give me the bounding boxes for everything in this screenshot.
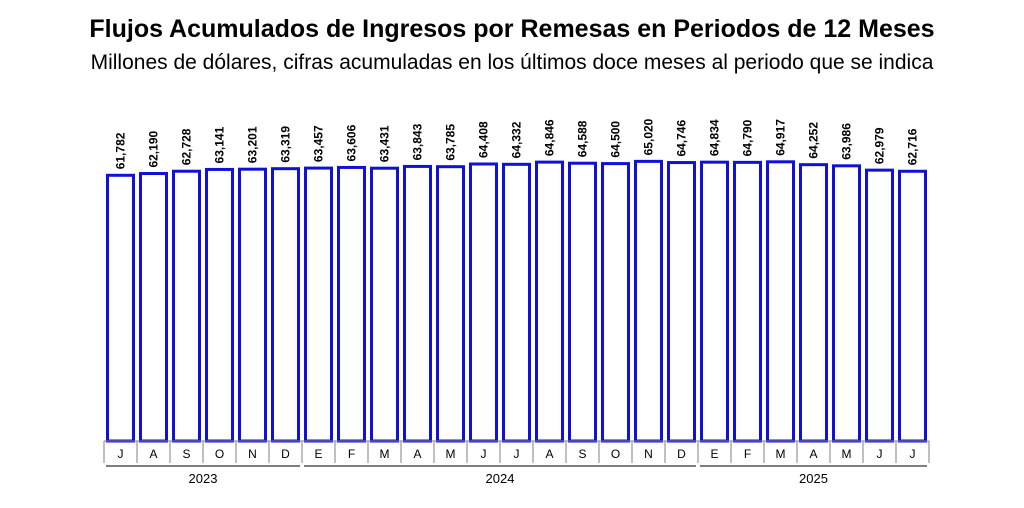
year-group-label: 2025	[799, 471, 828, 486]
bar	[700, 160, 729, 443]
data-label: 63,431	[378, 125, 392, 162]
data-label: 64,588	[576, 120, 590, 157]
bar	[898, 169, 927, 443]
x-tick-label: F	[744, 447, 751, 461]
bar	[502, 162, 531, 443]
year-group-label: 2024	[486, 471, 515, 486]
data-label: 63,986	[840, 123, 854, 160]
data-label: 63,843	[411, 123, 425, 160]
bar	[667, 161, 696, 443]
bar	[106, 173, 135, 443]
bar	[271, 167, 300, 443]
data-label: 64,790	[741, 119, 755, 156]
x-tick-label: J	[877, 447, 883, 461]
bar	[205, 167, 234, 443]
bar	[238, 167, 267, 443]
data-label: 63,319	[279, 126, 293, 163]
x-tick-label: M	[380, 447, 390, 461]
x-tick-label: M	[776, 447, 786, 461]
data-label: 64,746	[675, 120, 689, 157]
x-axis: J A S O N D E F M A M J J A S O N D E F M A M J J 2023 2024 2025	[103, 440, 930, 486]
bar	[766, 160, 795, 443]
data-label: 64,846	[543, 119, 557, 156]
bar	[568, 161, 597, 443]
x-tick-label: J	[118, 447, 124, 461]
data-label: 62,728	[180, 128, 194, 165]
data-label: 63,785	[444, 124, 458, 161]
x-tick-label: M	[842, 447, 852, 461]
bar	[304, 166, 333, 443]
x-tick-label: E	[710, 447, 718, 461]
bar	[436, 165, 465, 443]
chart-subtitle: Millones de dólares, cifras acumuladas e…	[90, 51, 934, 74]
data-label: 63,201	[246, 126, 260, 163]
bar	[337, 165, 366, 443]
bar	[634, 159, 663, 443]
data-label: 63,606	[345, 124, 359, 161]
bar	[139, 172, 168, 443]
data-label: 65,020	[642, 118, 656, 155]
x-tick-label: D	[677, 447, 686, 461]
x-tick-label: D	[281, 447, 290, 461]
x-tick-label: F	[348, 447, 355, 461]
chart-title: Flujos Acumulados de Ingresos por Remesa…	[89, 15, 935, 43]
data-label: 64,500	[609, 121, 623, 158]
data-label: 61,782	[114, 132, 128, 169]
bar	[601, 162, 630, 443]
data-labels-layer: 61,782 62,190 62,728 63,141 63,201 63,319 63,4…	[114, 118, 920, 169]
data-label: 64,408	[477, 121, 491, 158]
x-tick-label: A	[413, 447, 421, 461]
data-label: 63,457	[312, 125, 326, 162]
bar	[172, 169, 201, 443]
bar	[403, 164, 432, 443]
x-tick-label: A	[545, 447, 553, 461]
data-label: 64,834	[708, 119, 722, 156]
x-tick-label: N	[644, 447, 653, 461]
data-label: 62,979	[873, 127, 887, 164]
bar	[832, 164, 861, 443]
bar	[370, 166, 399, 443]
bar	[535, 160, 564, 443]
year-group-label: 2023	[189, 471, 218, 486]
x-tick-label: J	[910, 447, 916, 461]
x-tick-label: A	[809, 447, 817, 461]
data-label: 64,252	[807, 122, 821, 159]
data-label: 64,332	[510, 121, 524, 158]
x-tick-label: E	[314, 447, 322, 461]
x-tick-label: O	[215, 447, 224, 461]
x-tick-label: N	[248, 447, 257, 461]
x-tick-label: S	[182, 447, 190, 461]
data-label: 62,190	[147, 131, 161, 168]
x-tick-label: J	[514, 447, 520, 461]
x-tick-label: J	[481, 447, 487, 461]
data-label: 63,141	[213, 126, 227, 163]
data-label: 62,716	[906, 128, 920, 165]
x-tick-label: O	[611, 447, 620, 461]
data-label: 64,917	[774, 119, 788, 156]
bar	[799, 163, 828, 443]
bars-layer	[106, 159, 927, 443]
x-tick-label: S	[578, 447, 586, 461]
x-tick-label: M	[446, 447, 456, 461]
x-tick-label: A	[149, 447, 157, 461]
bar	[733, 160, 762, 443]
bar	[469, 162, 498, 443]
bar	[865, 168, 894, 443]
